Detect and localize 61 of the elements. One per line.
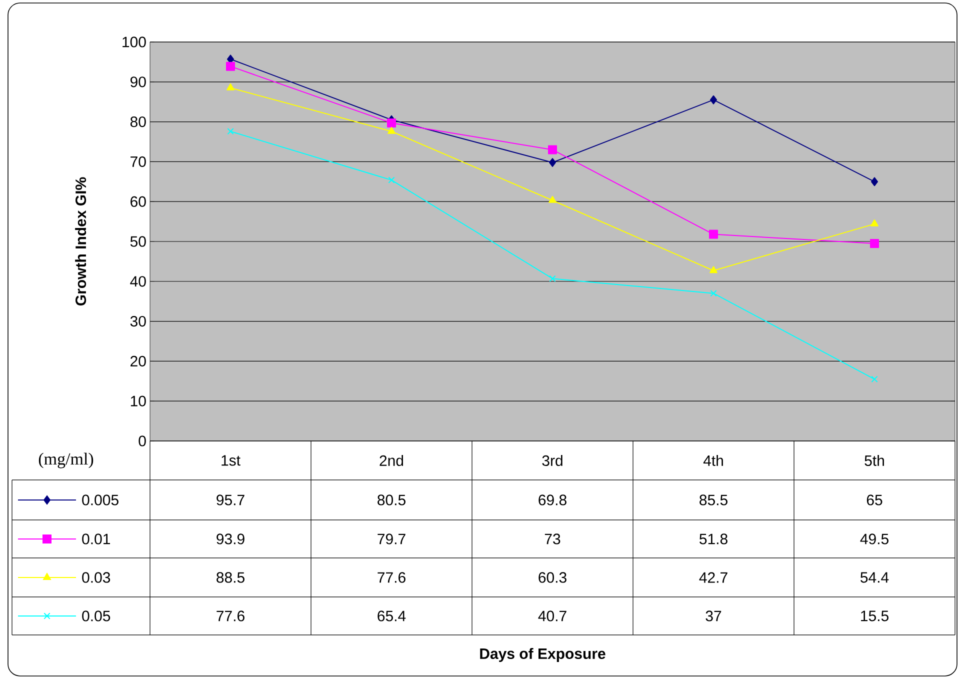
data-label: 49.5 <box>860 534 888 544</box>
point <box>870 219 878 226</box>
data-label: 40.7 <box>538 610 566 622</box>
y-tick-label: 30 <box>130 316 146 327</box>
point <box>549 158 556 167</box>
data-label: 54.4 <box>860 572 889 583</box>
text: Days of Exposure <box>480 648 606 662</box>
point <box>387 118 396 128</box>
data-label: 88.5 <box>216 572 244 583</box>
point <box>710 266 718 274</box>
point <box>226 83 234 90</box>
x-tick-label: 1st <box>222 455 240 466</box>
point <box>870 177 878 186</box>
y-tick-label: 0 <box>138 436 146 446</box>
y-tick-label: 60 <box>130 196 146 207</box>
x-tick-label: 3rd <box>542 454 562 466</box>
legend-label: 0.05 <box>82 610 110 622</box>
y-tick-label: 90 <box>130 76 146 88</box>
y-tick-label: 50 <box>130 236 146 247</box>
data-label: 77.6 <box>378 572 406 583</box>
data-label: 60.3 <box>538 572 566 583</box>
legend-label: 0.005 <box>82 494 118 506</box>
data-label: 93.9 <box>216 534 244 544</box>
data-label: 79.7 <box>378 534 406 544</box>
data-label: 42.7 <box>699 572 728 583</box>
data-label: 77.6 <box>216 610 244 622</box>
point <box>710 95 717 104</box>
point <box>388 176 395 184</box>
point <box>227 128 234 135</box>
point <box>709 230 718 239</box>
point <box>548 196 556 203</box>
data-label: 80.5 <box>378 494 406 506</box>
point <box>870 238 879 248</box>
legend-label: 0.01 <box>82 534 110 544</box>
legend-title: (mg/ml) <box>38 452 94 468</box>
point <box>871 376 878 382</box>
data-label: 65.4 <box>378 610 406 622</box>
point <box>226 62 236 71</box>
point <box>388 126 396 134</box>
y-axis-title: Growth Index GI% <box>75 177 86 306</box>
data-label: 65 <box>866 494 882 506</box>
data-label: 69.8 <box>538 494 566 506</box>
data-label: 37 <box>706 610 722 622</box>
data-label: 85.5 <box>700 494 728 506</box>
point <box>549 275 556 282</box>
legend-label: 0.03 <box>82 572 110 583</box>
x-tick-label: 2nd <box>380 454 404 466</box>
point <box>548 145 557 154</box>
y-tick-label: 40 <box>130 276 146 287</box>
data-label: 95.7 <box>216 494 244 506</box>
x-tick-label: 4th <box>703 454 723 466</box>
data-label: 73 <box>544 534 560 544</box>
data-label: 51.8 <box>700 534 728 544</box>
data-label: 15.5 <box>861 610 888 622</box>
x-tick-label: 5th <box>864 454 884 466</box>
y-tick-label: 80 <box>130 116 146 128</box>
y-tick-label: 20 <box>130 356 146 366</box>
y-tick-label: 100 <box>122 36 146 48</box>
point <box>710 290 717 297</box>
y-tick-label: 10 <box>130 396 146 406</box>
y-tick-label: 70 <box>130 156 146 167</box>
